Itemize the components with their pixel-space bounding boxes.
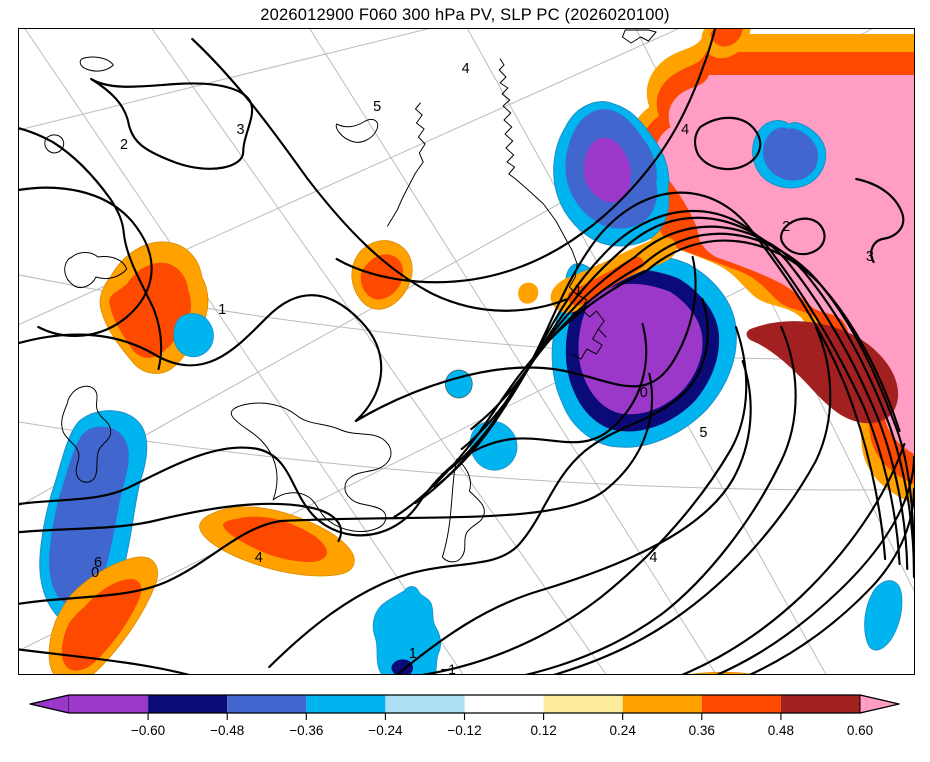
svg-text:0: 0 <box>640 385 648 401</box>
svg-text:4: 4 <box>649 550 657 566</box>
svg-text:−1: −1 <box>441 662 456 674</box>
svg-text:2: 2 <box>120 137 128 153</box>
svg-text:4: 4 <box>255 550 263 566</box>
svg-text:5: 5 <box>373 99 381 115</box>
svg-text:3: 3 <box>866 249 874 265</box>
svg-text:4: 4 <box>681 122 689 138</box>
svg-text:1: 1 <box>574 282 582 298</box>
svg-text:4: 4 <box>462 61 470 77</box>
svg-text:1: 1 <box>218 302 226 318</box>
svg-text:2: 2 <box>782 219 790 235</box>
svg-text:3: 3 <box>236 122 244 138</box>
svg-text:6: 6 <box>94 555 102 571</box>
svg-text:5: 5 <box>699 425 707 441</box>
svg-text:1: 1 <box>409 646 417 662</box>
